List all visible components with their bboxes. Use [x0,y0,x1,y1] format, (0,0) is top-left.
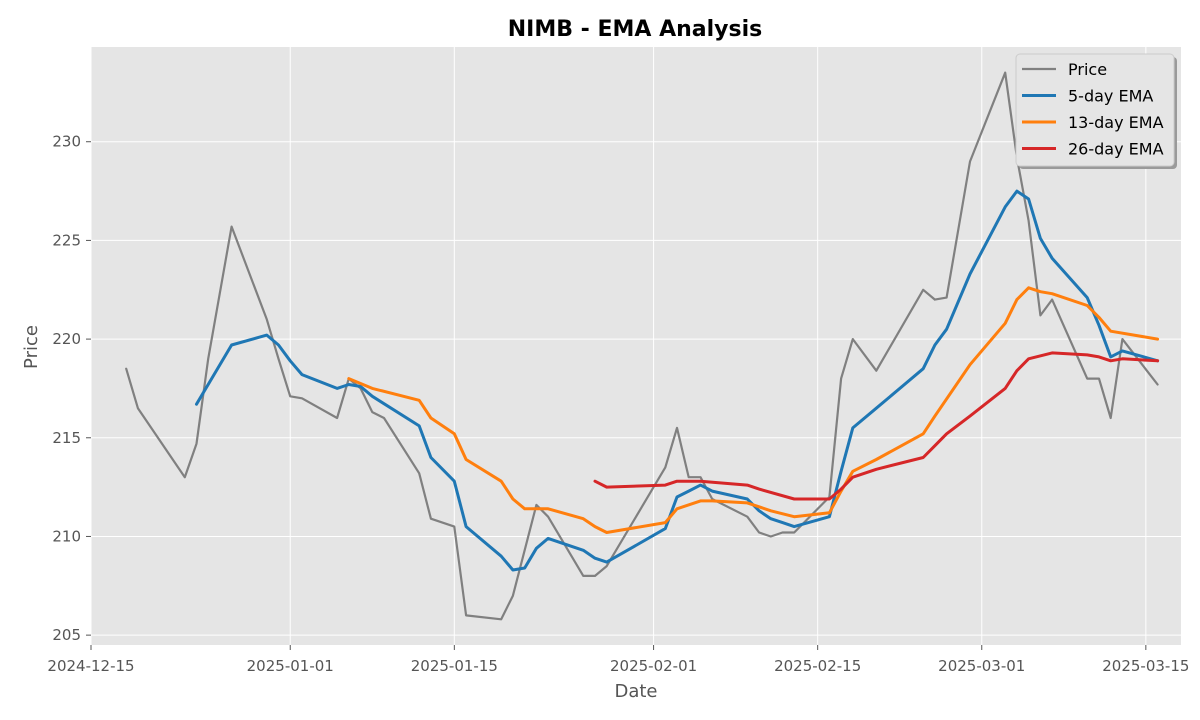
legend-label-13-day-ema: 13-day EMA [1068,113,1164,132]
series-line-26-day-ema [593,351,1160,501]
x-tick-label: 2025-03-01 [938,657,1025,675]
x-tick-label: 2025-03-15 [1102,657,1189,675]
y-tick-label: 210 [52,527,81,545]
x-tick-label: 2024-12-15 [47,657,134,675]
legend: Price 5-day EMA 13-day EMA 26-day EMA [1015,53,1177,169]
series-line-5-day-ema [195,189,1160,572]
x-tick-label: 2025-02-01 [610,657,697,675]
chart-title: NIMB - EMA Analysis [508,17,762,42]
legend-label-5-day-ema: 5-day EMA [1068,87,1153,106]
y-tick-label: 225 [52,231,81,249]
y-tick-label: 230 [52,133,81,151]
legend-label-26-day-ema: 26-day EMA [1068,140,1164,159]
legend-box [1015,53,1175,167]
x-tick-label: 2025-01-01 [247,657,334,675]
series-lines [125,71,1160,621]
y-axis-label: Price [21,325,42,369]
y-tick-label: 215 [52,429,81,447]
y-tick-label: 220 [52,330,81,348]
y-tick-label: 205 [52,626,81,644]
x-tick-label: 2025-02-15 [774,657,861,675]
series-line-13-day-ema [347,286,1160,534]
axes: 2024-12-15 2025-01-01 2025-01-15 2025-02-01… [47,133,1189,675]
x-axis-label: Date [614,681,657,702]
series-line-price [125,71,1159,621]
legend-label-price: Price [1068,60,1107,79]
grid-lines [90,47,1181,645]
x-tick-label: 2025-01-15 [411,657,498,675]
